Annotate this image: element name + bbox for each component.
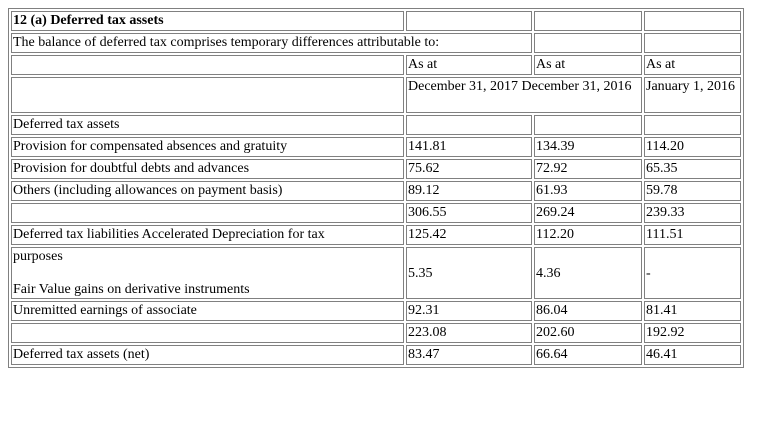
row-label: Provision for doubtful debts and advance…: [11, 159, 404, 179]
liab-depreciation-jan-2016: 111.51: [644, 225, 741, 245]
table-title: 12 (a) Deferred tax assets: [11, 11, 404, 31]
header-row-dates: December 31, 2017 December 31, 2016 Janu…: [11, 77, 741, 113]
subtotal-liab-jan-2016: 192.92: [644, 323, 741, 343]
net-jan-2016: 46.41: [644, 345, 741, 365]
empty-cell: [534, 11, 642, 31]
unremitted-row: Unremitted earnings of associate 92.31 8…: [11, 301, 741, 321]
unremitted-dec-2016: 86.04: [534, 301, 642, 321]
header-col3-line1: As at: [644, 55, 741, 75]
header-col2-line1: As at: [534, 55, 642, 75]
subtotal-liab-2017: 223.08: [406, 323, 532, 343]
section-assets-label: Deferred tax assets: [11, 115, 404, 135]
empty-cell: [11, 77, 404, 113]
subtotal-liab-dec-2016: 202.60: [534, 323, 642, 343]
liab-depreciation-label: Deferred tax liabilities Accelerated Dep…: [11, 225, 404, 245]
empty-cell: [11, 323, 404, 343]
subtotal-assets-dec-2016: 269.24: [534, 203, 642, 223]
empty-cell: [644, 115, 741, 135]
table-row: Provision for doubtful debts and advance…: [11, 159, 741, 179]
empty-cell: [11, 203, 404, 223]
subtotal-assets-jan-2016: 239.33: [644, 203, 741, 223]
deferred-tax-table: 12 (a) Deferred tax assets The balance o…: [8, 8, 744, 368]
row-value-2017: 141.81: [406, 137, 532, 157]
header-date-span: December 31, 2017 December 31, 2016: [406, 77, 642, 113]
fair-value-2017: 5.35: [406, 247, 532, 299]
row-value-dec-2016: 134.39: [534, 137, 642, 157]
header-col3-line2: January 1, 2016: [644, 77, 741, 113]
net-label: Deferred tax assets (net): [11, 345, 404, 365]
empty-cell: [11, 55, 404, 75]
empty-cell: [534, 33, 642, 53]
subtotal-assets-2017: 306.55: [406, 203, 532, 223]
spacer: [13, 265, 402, 282]
fair-value-row: purposes Fair Value gains on derivative …: [11, 247, 741, 299]
liab-depreciation-row: Deferred tax liabilities Accelerated Dep…: [11, 225, 741, 245]
row-value-2017: 89.12: [406, 181, 532, 201]
row-value-dec-2016: 61.93: [534, 181, 642, 201]
unremitted-label: Unremitted earnings of associate: [11, 301, 404, 321]
intro-text: The balance of deferred tax comprises te…: [11, 33, 532, 53]
net-dec-2016: 66.64: [534, 345, 642, 365]
header-row-as-at: As at As at As at: [11, 55, 741, 75]
table-row: Provision for compensated absences and g…: [11, 137, 741, 157]
empty-cell: [406, 115, 532, 135]
net-row: Deferred tax assets (net) 83.47 66.64 46…: [11, 345, 741, 365]
subtotal-liab-row: 223.08 202.60 192.92: [11, 323, 741, 343]
deferred-tax-table-container: 12 (a) Deferred tax assets The balance o…: [8, 8, 744, 368]
fair-value-label-cell: purposes Fair Value gains on derivative …: [11, 247, 404, 299]
header-col2-line2: December 31, 2016: [521, 79, 632, 94]
fair-value-dec-2016: 4.36: [534, 247, 642, 299]
net-2017: 83.47: [406, 345, 532, 365]
row-label: Others (including allowances on payment …: [11, 181, 404, 201]
fair-value-jan-2016: -: [644, 247, 741, 299]
table-row: Others (including allowances on payment …: [11, 181, 741, 201]
liab-depreciation-dec-2016: 112.20: [534, 225, 642, 245]
title-row: 12 (a) Deferred tax assets: [11, 11, 741, 31]
empty-cell: [644, 33, 741, 53]
row-label: Provision for compensated absences and g…: [11, 137, 404, 157]
intro-row: The balance of deferred tax comprises te…: [11, 33, 741, 53]
row-value-dec-2016: 72.92: [534, 159, 642, 179]
fair-value-label-line1: purposes: [13, 249, 63, 264]
unremitted-2017: 92.31: [406, 301, 532, 321]
fair-value-label-line2: Fair Value gains on derivative instrumen…: [13, 282, 250, 297]
empty-cell: [406, 11, 532, 31]
subtotal-assets-row: 306.55 269.24 239.33: [11, 203, 741, 223]
header-col1-line2: December 31, 2017: [408, 79, 519, 94]
row-value-jan-2016: 114.20: [644, 137, 741, 157]
unremitted-jan-2016: 81.41: [644, 301, 741, 321]
header-col1-line1: As at: [406, 55, 532, 75]
section-assets-row: Deferred tax assets: [11, 115, 741, 135]
row-value-jan-2016: 59.78: [644, 181, 741, 201]
empty-cell: [534, 115, 642, 135]
liab-depreciation-2017: 125.42: [406, 225, 532, 245]
empty-cell: [644, 11, 741, 31]
row-value-jan-2016: 65.35: [644, 159, 741, 179]
row-value-2017: 75.62: [406, 159, 532, 179]
